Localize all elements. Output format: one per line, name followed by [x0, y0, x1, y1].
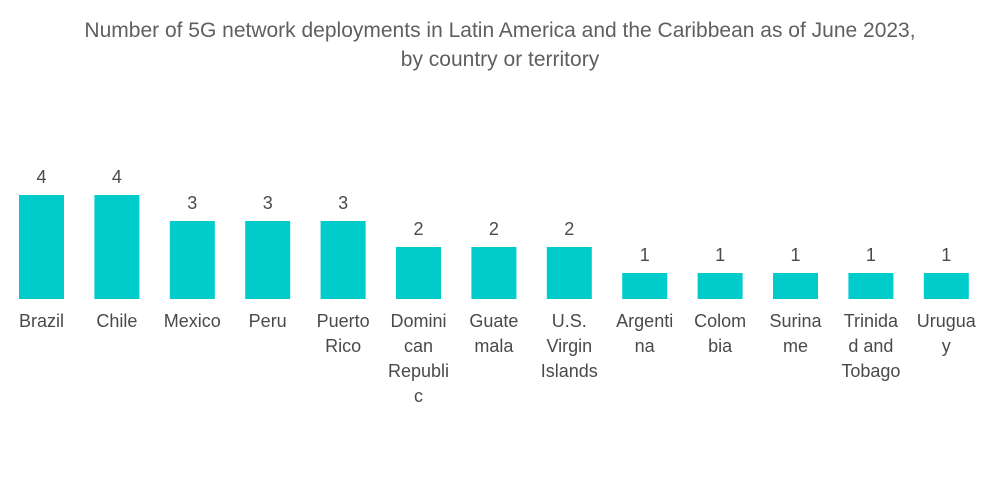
- data-label: 4: [36, 167, 46, 187]
- data-label: 3: [338, 193, 348, 213]
- category-label: Puerto Rico: [317, 311, 370, 356]
- data-label: 1: [715, 245, 725, 265]
- category-label: Domini can Republi c: [388, 311, 449, 406]
- bar-colombia: [697, 273, 743, 299]
- category-label: Urugua y: [917, 311, 977, 356]
- data-label: 1: [790, 245, 800, 265]
- data-label: 1: [866, 245, 876, 265]
- bar-dominican-republic: [396, 247, 441, 299]
- data-label: 2: [413, 219, 423, 239]
- data-label: 2: [489, 219, 499, 239]
- category-label: Colom bia: [694, 311, 746, 356]
- category-label: Chile: [96, 311, 137, 331]
- value-labels-layer: 4 4 3 3 3 2 2 2 1 1 1 1 1: [36, 167, 951, 265]
- bar-chile: [94, 195, 140, 299]
- category-label: Brazil: [19, 311, 64, 331]
- chart-title: Number of 5G network deployments in Lati…: [84, 19, 916, 71]
- bar-suriname: [773, 273, 818, 299]
- category-label: Trinida d and Tobago: [841, 311, 900, 381]
- data-label: 2: [564, 219, 574, 239]
- data-label: 1: [640, 245, 650, 265]
- data-label: 4: [112, 167, 122, 187]
- data-label: 3: [263, 193, 273, 213]
- category-label: Guate mala: [469, 311, 518, 356]
- bars-layer: [19, 195, 969, 299]
- category-label: Surina me: [769, 311, 822, 356]
- bar-brazil: [19, 195, 64, 299]
- bar-argentina: [622, 273, 668, 299]
- bar-peru: [245, 221, 291, 299]
- bar-puerto-rico: [320, 221, 366, 299]
- bar-guatemala: [471, 247, 517, 299]
- category-label: U.S. Virgin Islands: [541, 311, 598, 381]
- data-label: 1: [941, 245, 951, 265]
- category-label: Mexico: [164, 311, 221, 331]
- bar-mexico: [169, 221, 215, 299]
- bar-trinidad-and-tobago: [848, 273, 894, 299]
- data-label: 3: [187, 193, 197, 213]
- bar-uruguay: [923, 273, 969, 299]
- category-labels-layer: Brazil Chile Mexico Peru Puerto Rico Domini can…: [19, 311, 977, 406]
- category-label: Argenti na: [616, 311, 673, 356]
- category-label: Peru: [249, 311, 287, 331]
- bar-u-s-virgin-islands: [546, 247, 592, 299]
